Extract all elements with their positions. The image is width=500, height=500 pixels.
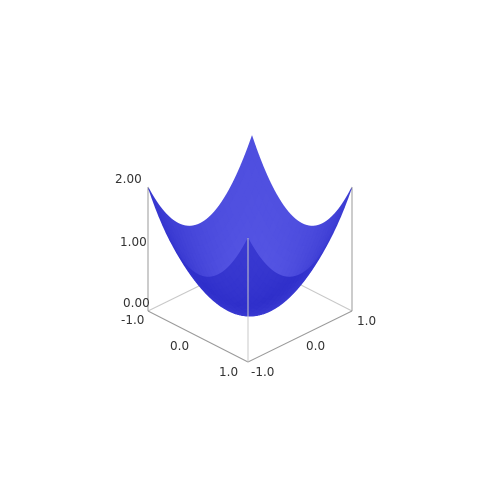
bounding-box-front <box>147 187 353 363</box>
x-tick-label-0: -1.0 <box>121 313 144 327</box>
y-tick-label-2: 1.0 <box>357 314 376 328</box>
z-tick-label-2: 2.00 <box>115 172 142 186</box>
surface-mesh <box>147 135 353 317</box>
x-tick-label-1: 0.0 <box>170 339 189 353</box>
box-edge-front-bottom-left <box>147 310 249 363</box>
y-tick-label-1: 0.0 <box>306 339 325 353</box>
z-tick-label-0: 0.00 <box>123 296 150 310</box>
y-tick-label-0: -1.0 <box>251 365 274 379</box>
z-tick-label-1: 1.00 <box>120 235 147 249</box>
x-tick-label-2: 1.0 <box>219 365 238 379</box>
box-edge-front-bottom-right <box>247 310 353 363</box>
